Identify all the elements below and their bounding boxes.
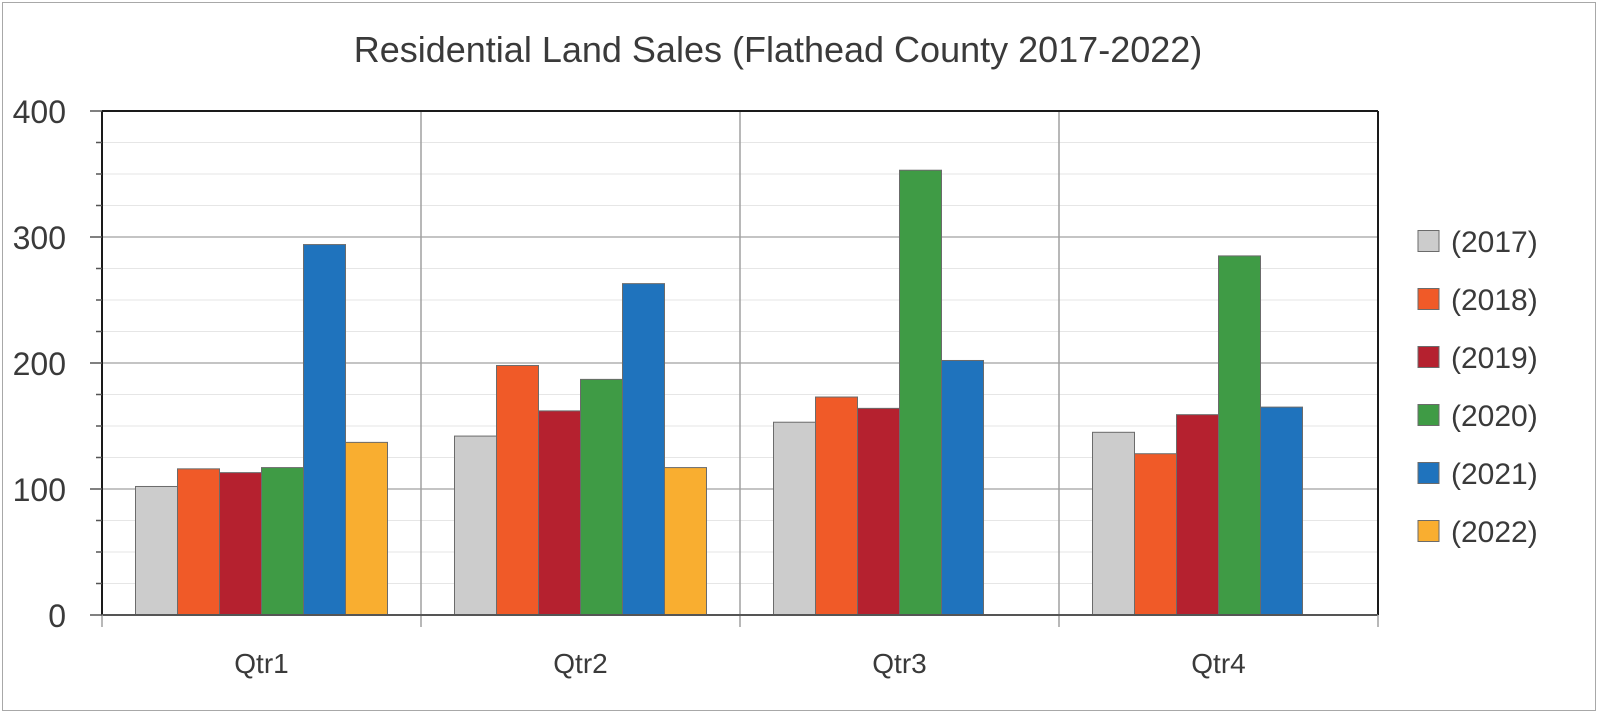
bar bbox=[941, 359, 984, 616]
legend-swatch bbox=[1417, 346, 1440, 368]
bar bbox=[815, 396, 858, 616]
legend-swatch bbox=[1417, 404, 1440, 426]
chart-title: Residential Land Sales (Flathead County … bbox=[354, 29, 1203, 70]
bar bbox=[303, 244, 346, 616]
legend-label: (2021) bbox=[1451, 458, 1538, 491]
legend-label: (2018) bbox=[1451, 284, 1538, 317]
bar bbox=[664, 467, 707, 616]
legend-label: (2017) bbox=[1451, 226, 1538, 259]
bar bbox=[219, 472, 262, 616]
bar bbox=[899, 169, 942, 616]
legend-label: (2020) bbox=[1451, 400, 1538, 433]
bar bbox=[496, 365, 539, 616]
legend-swatch bbox=[1417, 462, 1440, 484]
bar bbox=[261, 467, 304, 616]
bar bbox=[580, 378, 623, 616]
y-tick-label: 0 bbox=[48, 598, 66, 634]
bar bbox=[454, 435, 497, 616]
x-tick-label: Qtr1 bbox=[234, 648, 288, 679]
axes: Qtr1 Qtr2 Qtr3 Qtr4 0 100 200 300 400 bbox=[13, 94, 1379, 679]
bar bbox=[538, 410, 581, 616]
y-tick-label: 200 bbox=[13, 346, 66, 382]
legend-label: (2019) bbox=[1451, 342, 1538, 375]
bar bbox=[622, 283, 665, 616]
bar bbox=[135, 485, 178, 616]
bar bbox=[1134, 453, 1177, 616]
bar bbox=[1260, 406, 1303, 616]
bar bbox=[177, 468, 220, 616]
legend: (2017) (2018) (2019) (2020) (2021) (2022) bbox=[1417, 226, 1538, 549]
bar bbox=[1176, 414, 1219, 616]
y-tick-label: 400 bbox=[13, 94, 66, 130]
bar bbox=[1218, 255, 1261, 616]
bar bbox=[1092, 431, 1135, 616]
bar bbox=[773, 421, 816, 616]
bars bbox=[135, 169, 1303, 616]
y-tick-label: 100 bbox=[13, 472, 66, 508]
legend-swatch bbox=[1417, 520, 1440, 542]
legend-swatch bbox=[1417, 288, 1440, 310]
bar bbox=[345, 441, 388, 616]
x-tick-label: Qtr3 bbox=[872, 648, 926, 679]
legend-label: (2022) bbox=[1451, 516, 1538, 549]
legend-swatch bbox=[1417, 230, 1440, 252]
bar bbox=[857, 407, 900, 616]
x-tick-label: Qtr2 bbox=[553, 648, 607, 679]
y-tick-label: 300 bbox=[13, 220, 66, 256]
x-tick-label: Qtr4 bbox=[1191, 648, 1245, 679]
